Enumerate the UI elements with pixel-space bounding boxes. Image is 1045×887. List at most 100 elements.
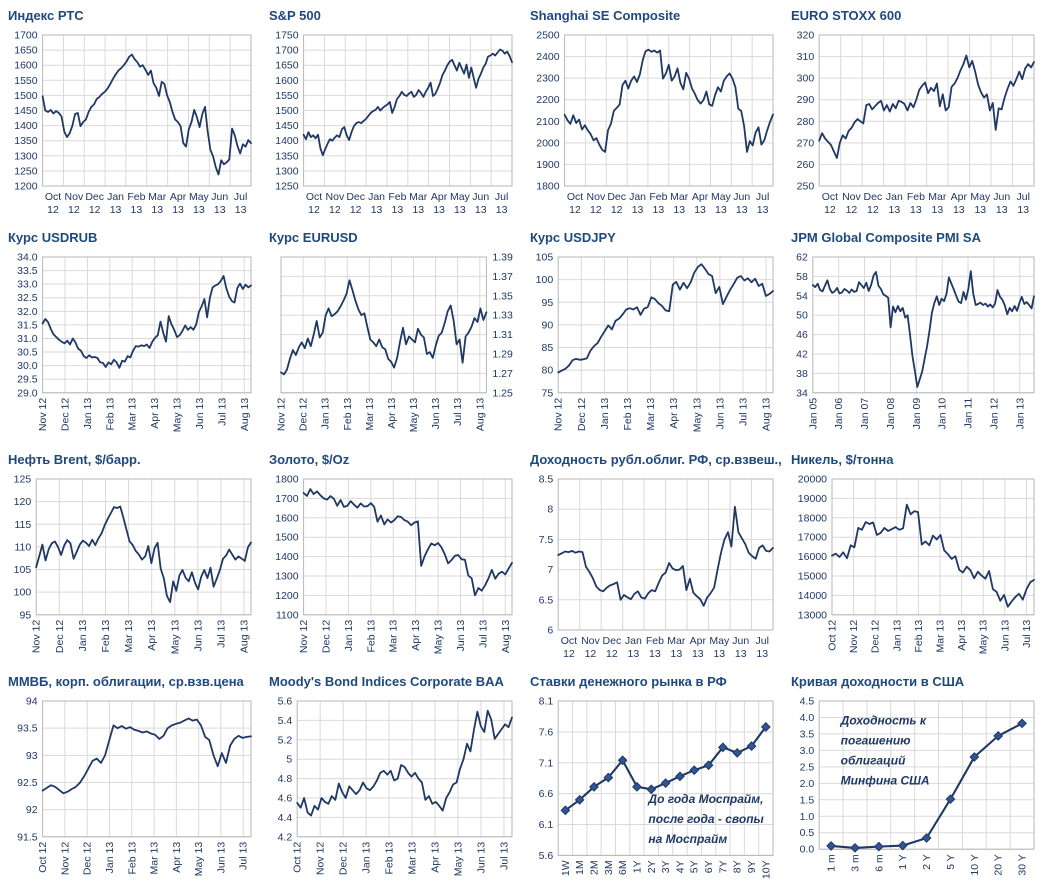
svg-text:Mar 13: Mar 13 (364, 398, 376, 431)
svg-text:Минфина США: Минфина США (841, 774, 930, 788)
svg-text:5.6: 5.6 (278, 696, 293, 708)
svg-text:1100: 1100 (276, 609, 299, 621)
svg-text:1.35: 1.35 (492, 290, 513, 302)
svg-text:Dec 12: Dec 12 (338, 842, 350, 875)
svg-text:17000: 17000 (798, 532, 827, 544)
svg-text:Jun 13: Jun 13 (714, 398, 726, 430)
svg-text:May 13: May 13 (691, 398, 703, 433)
svg-text:5.4: 5.4 (278, 715, 293, 727)
svg-text:91.5: 91.5 (17, 831, 38, 843)
svg-text:1450: 1450 (275, 120, 299, 132)
chart-usdrub: Курс USDRUB 34.0 33.5 33.0 32.5 32.0 31.5 31.0… (0, 222, 261, 444)
svg-text:Mar 13: Mar 13 (935, 620, 947, 653)
svg-text:310: 310 (797, 51, 815, 63)
svg-text:1.29: 1.29 (492, 349, 513, 361)
svg-text:Feb 13: Feb 13 (384, 842, 396, 875)
svg-text:3M: 3M (603, 860, 615, 875)
svg-text:62: 62 (796, 252, 808, 264)
svg-text:34: 34 (796, 387, 808, 399)
svg-text:1500: 1500 (14, 90, 38, 102)
chart-rts-index: Индекс РТС 1700 1650 1600 1550 1500 1450 1400 1… (0, 0, 261, 222)
svg-text:0.0: 0.0 (800, 844, 815, 856)
svg-text:Jul 13: Jul 13 (477, 620, 489, 648)
chart-brent-oil: Нефть Brent, $/барр. 125 120 115 110 105 100 9… (0, 444, 261, 666)
svg-text:3.0: 3.0 (800, 745, 815, 757)
svg-text:Dec 12: Dec 12 (82, 842, 94, 875)
svg-text:1300: 1300 (275, 571, 299, 583)
svg-text:Mar 13: Mar 13 (407, 842, 419, 875)
svg-text:Dec 12: Dec 12 (321, 620, 333, 653)
svg-text:1.25: 1.25 (492, 387, 513, 399)
svg-text:Jun 13: Jun 13 (455, 620, 467, 652)
svg-text:1M: 1M (574, 860, 586, 875)
svg-text:May 13: May 13 (172, 398, 184, 433)
svg-text:1500: 1500 (275, 105, 299, 117)
svg-text:Feb 13: Feb 13 (342, 398, 354, 431)
chart-title: Золото, $/Oz (269, 452, 350, 467)
svg-text:Jan 13: Jan 13 (343, 620, 355, 652)
svg-text:3 m: 3 m (850, 854, 862, 872)
svg-text:May 13: May 13 (193, 842, 205, 877)
svg-text:Aug 13: Aug 13 (761, 398, 773, 431)
svg-text:1350: 1350 (14, 135, 38, 147)
svg-text:Feb 13: Feb 13 (100, 620, 112, 653)
svg-text:Nov 12: Nov 12 (59, 842, 71, 875)
svg-text:15000: 15000 (798, 571, 827, 583)
chart-canvas-rts: 1700 1650 1600 1550 1500 1450 1400 1350 1300 1250… (14, 30, 252, 216)
svg-text:29.0: 29.0 (17, 387, 38, 399)
svg-text:1600: 1600 (275, 512, 299, 524)
svg-text:93.5: 93.5 (17, 723, 38, 735)
svg-text:Feb 13: Feb 13 (126, 842, 138, 875)
svg-text:Dec 12: Dec 12 (298, 398, 310, 431)
svg-text:Aug 13: Aug 13 (239, 398, 251, 431)
chart-title: Курс EURUSD (269, 230, 358, 245)
svg-text:1200: 1200 (275, 590, 299, 602)
svg-text:Jul 13: Jul 13 (737, 398, 749, 426)
svg-text:1550: 1550 (275, 90, 299, 102)
svg-text:Mar 13: Mar 13 (123, 620, 135, 653)
svg-text:Jan 05: Jan 05 (807, 398, 819, 430)
svg-text:8.1: 8.1 (539, 696, 554, 708)
svg-text:Jan 09: Jan 09 (911, 398, 923, 430)
svg-text:32.5: 32.5 (17, 292, 38, 304)
svg-text:1700: 1700 (275, 493, 299, 505)
svg-text:Jan 13: Jan 13 (361, 842, 373, 874)
svg-text:Jan 13: Jan 13 (320, 398, 332, 430)
svg-text:290: 290 (797, 94, 815, 106)
svg-text:Jul 13: Jul 13 (1021, 620, 1033, 648)
svg-text:1200: 1200 (14, 181, 38, 193)
svg-text:6Y: 6Y (703, 860, 715, 873)
svg-text:6.6: 6.6 (539, 788, 554, 800)
svg-text:2Y: 2Y (646, 860, 658, 873)
svg-text:30 Y: 30 Y (1017, 854, 1029, 875)
svg-text:1.31: 1.31 (492, 329, 513, 341)
svg-text:5: 5 (286, 754, 292, 766)
svg-text:Nov 12: Nov 12 (848, 620, 860, 653)
svg-text:1650: 1650 (275, 60, 299, 72)
chart-canvas-sp500: 1750 1700 1650 1600 1550 1500 1450 1400 1350 1300… (275, 30, 513, 216)
chart-title: Moody's Bond Indices Corporate BAA (269, 674, 504, 689)
svg-text:1550: 1550 (14, 75, 38, 87)
svg-text:7: 7 (547, 564, 553, 576)
chart-canvas-money-market: 8.1 7.6 7.1 6.6 6.1 5.6 1W 1M 2M 3M 6M 1Y 2Y 3Y 4Y 5Y 6Y… (539, 696, 774, 879)
